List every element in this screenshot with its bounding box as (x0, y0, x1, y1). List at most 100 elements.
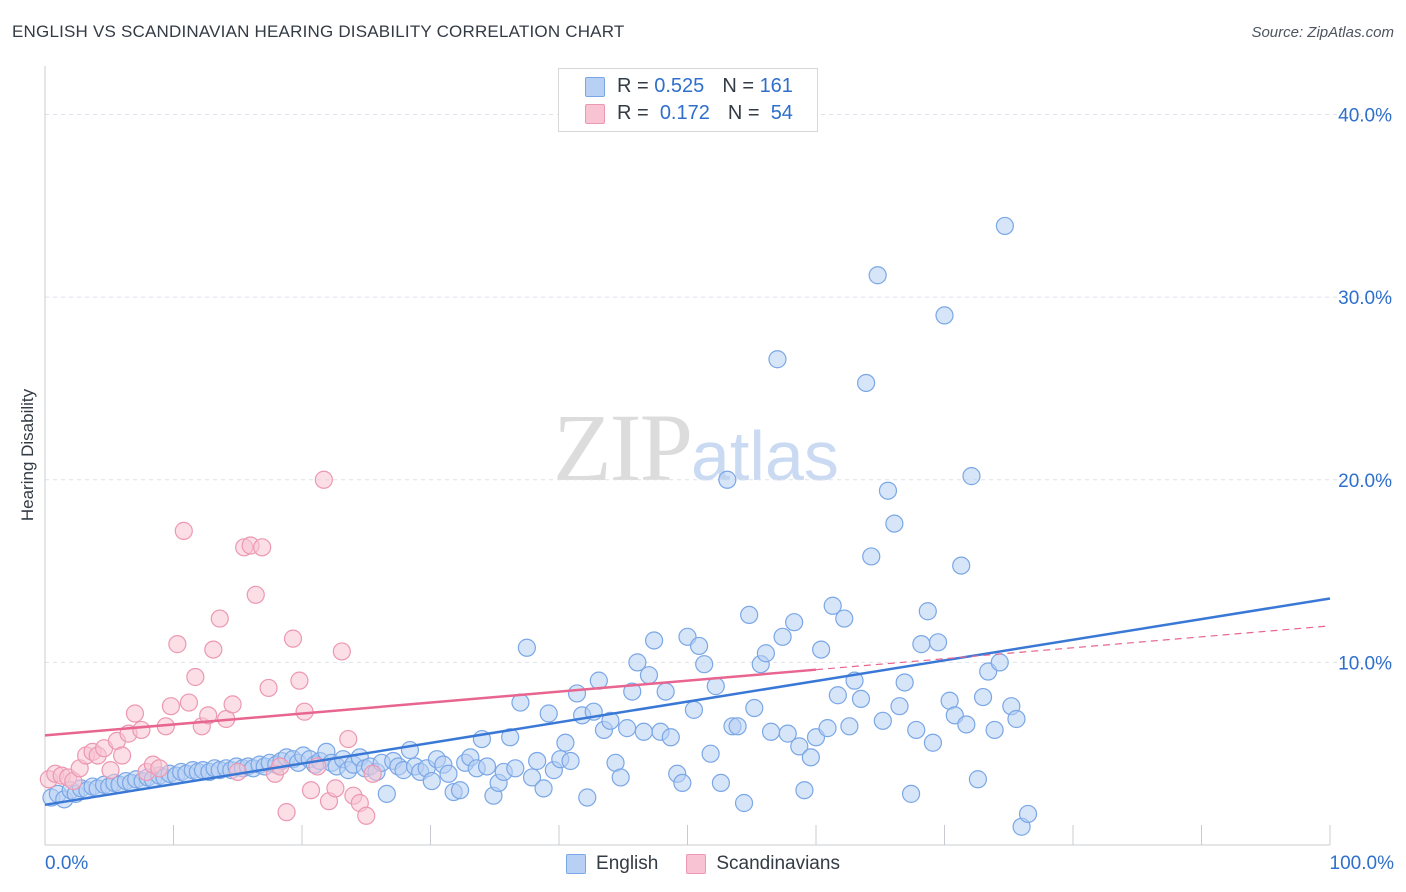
english-point (973, 687, 993, 707)
english-point (868, 266, 887, 285)
scandinavians-swatch (585, 103, 605, 124)
stats-legend: R = 0.525 N = 161 R = 0.172 N = 54 (558, 68, 818, 132)
legend-item-scandinavians[interactable]: Scandinavians (686, 853, 840, 875)
y-tick-label: 40.0% (1338, 106, 1392, 127)
scandinavians-point (326, 779, 345, 798)
english-point (561, 751, 580, 771)
english-point (439, 764, 458, 783)
english-point (778, 724, 797, 743)
english-point (623, 682, 642, 701)
scandinavians-point (204, 640, 223, 659)
legend-label: English (596, 853, 659, 874)
english-point (601, 711, 620, 730)
scandinavians-point (174, 521, 193, 540)
english-point (377, 784, 396, 803)
english-point (761, 722, 781, 741)
r-value: 0.172 (659, 102, 710, 124)
english-point (684, 700, 704, 719)
english-point (918, 602, 937, 621)
english-point (706, 677, 725, 696)
english-point (477, 757, 497, 776)
english-point (851, 689, 871, 709)
english-point (506, 759, 525, 778)
english-point (611, 768, 630, 787)
english-point (718, 470, 737, 489)
english-point (689, 636, 709, 656)
scandinavians-point (253, 538, 272, 557)
english-point (895, 673, 914, 692)
scandinavians-point (150, 759, 169, 778)
english-point (528, 751, 547, 771)
chart-title: ENGLISH VS SCANDINAVIAN HEARING DISABILI… (12, 22, 625, 41)
english-point (517, 638, 536, 657)
scandinavians-point (283, 629, 303, 648)
english-point (812, 640, 831, 659)
scandinavians-point (186, 667, 205, 687)
english-point (578, 788, 597, 807)
scandinavians-swatch (686, 854, 707, 874)
english-point (995, 216, 1014, 236)
english-point (835, 609, 854, 628)
english-point (957, 715, 976, 734)
english-point (450, 781, 470, 800)
stats-legend-row-english: R = 0.525 N = 161 (559, 73, 793, 100)
english-point (728, 717, 747, 736)
r-value: 0.525 (654, 75, 705, 97)
scandinavians-point (179, 693, 199, 712)
scandinavians-point (125, 704, 145, 723)
scandinavians-trend-line (44, 668, 817, 737)
y-tick-label: 20.0% (1338, 471, 1392, 492)
scandinavians-trend-extension (815, 625, 1331, 671)
english-point (878, 481, 898, 500)
english-point (862, 547, 881, 566)
english-point (1018, 804, 1038, 824)
n-value: 54 (770, 102, 793, 124)
english-point (923, 733, 943, 752)
english-point (840, 717, 859, 736)
source-label: Source: ZipAtlas.com (1251, 24, 1394, 41)
r-label: R = (617, 102, 649, 124)
x-tick-label: 0.0% (45, 853, 88, 874)
english-point (962, 467, 981, 486)
english-point (773, 627, 792, 646)
english-point (661, 728, 680, 747)
english-point (567, 684, 587, 703)
english-point (701, 744, 720, 763)
english-point (740, 605, 759, 625)
stats-legend-row-scandinavians: R = 0.172 N = 54 (559, 100, 793, 127)
n-value: 161 (759, 75, 793, 97)
scandinavians-point (132, 720, 151, 740)
english-point (990, 653, 1009, 672)
english-point (422, 771, 441, 791)
scandinavians-point (210, 609, 229, 628)
scandinavians-point (314, 470, 333, 489)
english-point (644, 631, 664, 650)
english-point (639, 666, 659, 685)
english-point (873, 711, 892, 730)
english-point (656, 682, 675, 701)
scandinavians-point (199, 706, 218, 725)
english-point (912, 635, 931, 654)
english-swatch (585, 76, 605, 97)
english-point (618, 719, 637, 738)
scandinavians-point (112, 746, 132, 765)
english-point (634, 722, 653, 741)
english-point (768, 350, 787, 369)
english-point (628, 653, 647, 672)
scandinavians-point (363, 764, 382, 783)
scandinavians-point (101, 761, 120, 780)
english-point (890, 697, 909, 716)
x-tick-label: 100.0% (1330, 853, 1395, 874)
english-point (968, 770, 988, 789)
english-point (952, 556, 971, 575)
english-point (795, 781, 814, 800)
legend-item-english[interactable]: English (566, 853, 658, 875)
scandinavians-point (246, 585, 265, 604)
r-label: R = (617, 75, 649, 97)
english-point (539, 704, 558, 723)
english-point (928, 633, 948, 652)
english-point (857, 373, 876, 393)
english-point (695, 655, 714, 674)
english-point (745, 698, 764, 718)
